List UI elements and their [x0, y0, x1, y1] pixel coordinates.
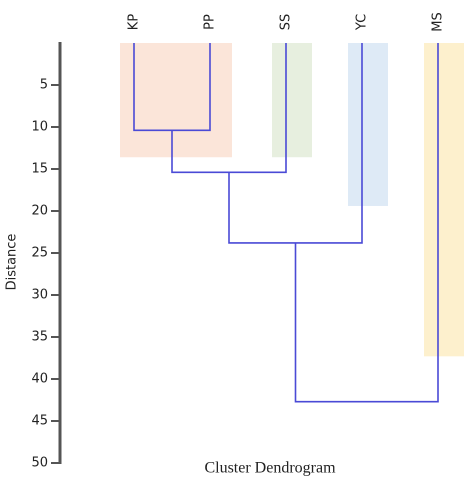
- y-tick-label: 50: [31, 456, 48, 471]
- y-tick-label: 30: [31, 288, 48, 303]
- highlight-band: [348, 43, 388, 206]
- leaf-label: KP: [127, 14, 142, 31]
- leaf-label: MS: [431, 12, 446, 31]
- y-tick-label: 35: [31, 330, 48, 345]
- y-tick-label: 15: [31, 162, 48, 177]
- leaf-label: YC: [355, 14, 370, 31]
- y-tick-label: 25: [31, 246, 48, 261]
- dendrogram-link: [294, 43, 439, 403]
- leaf-label: PP: [203, 14, 218, 30]
- highlight-band: [272, 43, 312, 158]
- y-tick-label: 45: [31, 414, 48, 429]
- chart-title: Cluster Dendrogram: [204, 460, 336, 477]
- leaf-label: SS: [279, 14, 294, 31]
- highlight-band: [120, 43, 232, 158]
- y-tick-label: 10: [31, 120, 48, 135]
- y-tick-label: 40: [31, 372, 48, 387]
- y-tick-label: 5: [40, 78, 48, 93]
- y-tick-label: 20: [31, 204, 48, 219]
- highlight-band: [424, 43, 464, 357]
- y-axis-label: Distance: [5, 234, 20, 291]
